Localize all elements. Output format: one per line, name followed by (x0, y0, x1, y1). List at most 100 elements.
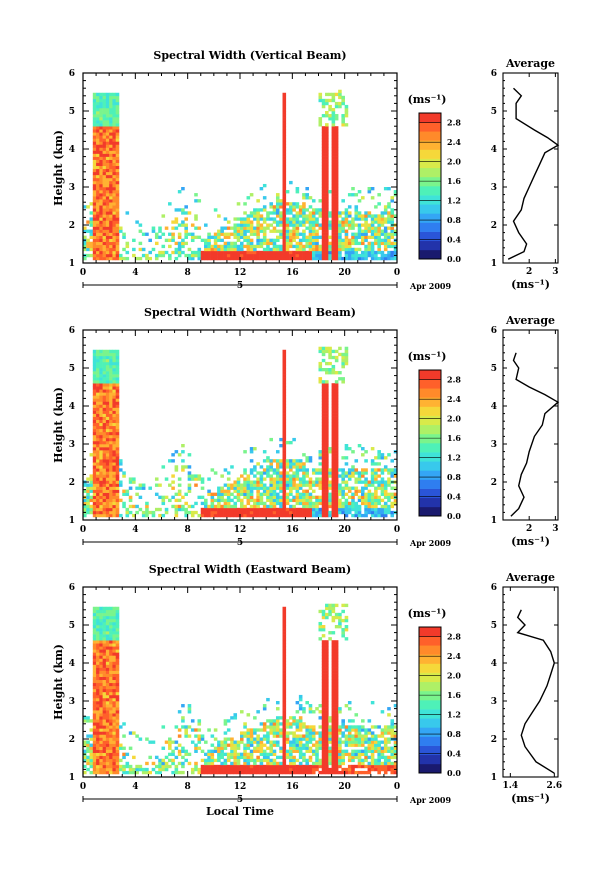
heatmap-cell (325, 447, 329, 451)
heatmap-cell (370, 501, 375, 506)
heatmap-cell (318, 117, 323, 121)
heatmap-cell (197, 256, 202, 261)
heatmap-cell (105, 471, 110, 475)
heatmap-cell (289, 217, 293, 221)
heatmap-cell (308, 740, 313, 744)
heatmap-cell (96, 468, 100, 472)
heatmap-cell (334, 238, 339, 243)
heatmap-cell (321, 392, 326, 396)
heatmap-cell (325, 740, 329, 744)
heatmap-cell (279, 202, 283, 206)
heatmap-cell (275, 208, 280, 212)
heatmap-cell (269, 758, 274, 763)
heatmap-cell (256, 480, 260, 484)
heatmap-cell (302, 707, 306, 711)
heatmap-cell (92, 658, 97, 662)
heatmap-cell (282, 217, 287, 221)
heatmap-cell (347, 244, 352, 249)
heatmap-cell (298, 737, 303, 741)
heatmap-cell (325, 764, 329, 769)
heatmap-cell (370, 480, 375, 484)
heatmap-cell (321, 156, 326, 160)
heatmap-cell (374, 510, 378, 515)
heatmap-cell (233, 256, 238, 261)
heatmap-cell (115, 114, 120, 118)
heatmap-cell (181, 716, 185, 720)
heatmap-cell (109, 392, 113, 396)
heatmap-cell (132, 731, 136, 735)
heatmap-cell (334, 492, 339, 496)
heatmap-cell (285, 220, 290, 224)
heatmap-cell (285, 486, 290, 490)
heatmap-cell (96, 256, 100, 261)
heatmap-cell (115, 477, 120, 481)
heatmap-cell (347, 241, 352, 246)
heatmap-cell (262, 734, 267, 738)
heatmap-cell (331, 694, 336, 699)
heatmap-cell (305, 767, 309, 772)
heatmap-cell (321, 419, 326, 424)
heatmap-cell (223, 752, 228, 757)
heatmap-cell (321, 734, 326, 738)
heatmap-cell (249, 507, 254, 512)
heatmap-cell (112, 177, 117, 182)
heatmap-cell (282, 697, 287, 702)
heatmap-cell (112, 92, 117, 97)
heatmap-cell (361, 238, 365, 243)
heatmap-cell (295, 719, 300, 723)
heatmap-cell (109, 713, 113, 717)
heatmap-cell (92, 734, 97, 738)
heatmap-cell (249, 510, 254, 515)
heatmap-cell (347, 507, 352, 512)
heatmap-cell (344, 456, 349, 460)
heatmap-cell (109, 667, 113, 671)
heatmap-cell (321, 489, 326, 493)
heatmap-cell (308, 211, 313, 215)
heatmap-cell (331, 364, 336, 369)
heatmap-cell (325, 495, 329, 500)
heatmap-cell (325, 734, 329, 738)
heatmap-cell (112, 98, 117, 103)
heatmap-cell (325, 468, 329, 472)
heatmap-cell (92, 764, 97, 769)
heatmap-cell (210, 513, 215, 518)
heatmap-cell (112, 377, 117, 381)
heatmap-cell (92, 120, 97, 124)
heatmap-cell (282, 114, 287, 118)
heatmap-cell (328, 719, 332, 723)
heatmap-cell (236, 244, 241, 249)
heatmap-cell (92, 352, 97, 357)
heatmap-cell (109, 364, 113, 369)
heatmap-cell (253, 480, 257, 484)
heatmap-cell (92, 679, 97, 684)
heatmap-cell (334, 126, 339, 130)
panel-title: Spectral Width (Vertical Beam) (153, 49, 346, 62)
heatmap-cell (298, 459, 303, 463)
heatmap-cell (331, 190, 336, 194)
heatmap-cell (374, 205, 378, 209)
heatmap-cell (298, 734, 303, 738)
heatmap-cell (325, 202, 329, 206)
heatmap-cell (344, 241, 349, 246)
heatmap-cell (105, 253, 110, 258)
heatmap-cell (105, 358, 110, 363)
heatmap-cell (383, 465, 388, 469)
heatmap-cell (223, 740, 228, 744)
heatmap-cell (161, 767, 166, 772)
heatmap-cell (102, 371, 107, 375)
heatmap-cell (92, 728, 97, 732)
heatmap-cell (118, 483, 123, 487)
heatmap-cell (253, 247, 257, 252)
heatmap-cell (112, 253, 117, 258)
heatmap-cell (92, 649, 97, 653)
heatmap-cell (318, 453, 323, 457)
heatmap-cell (282, 634, 287, 638)
heatmap-cell (92, 456, 97, 460)
heatmap-cell (184, 731, 188, 735)
heatmap-cell (115, 410, 120, 414)
heatmap-cell (305, 471, 309, 475)
heatmap-cell (99, 697, 103, 702)
heatmap-cell (89, 743, 94, 747)
heatmap-cell (387, 220, 391, 224)
heatmap-cell (282, 504, 287, 509)
